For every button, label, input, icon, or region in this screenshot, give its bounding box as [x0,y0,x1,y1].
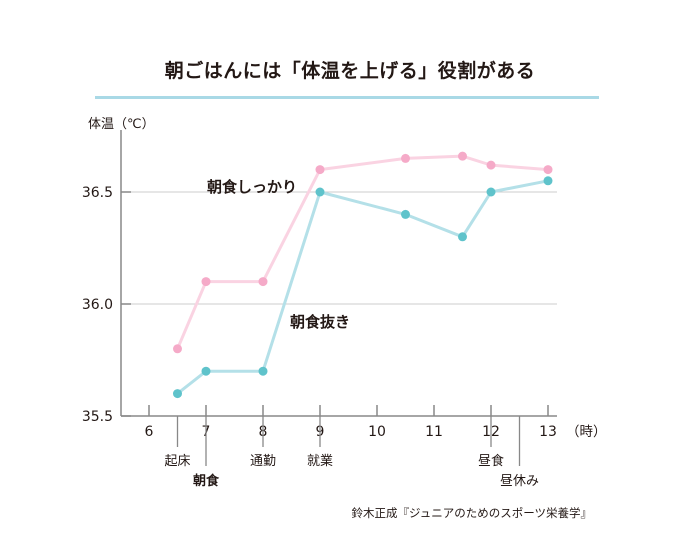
event-label: 昼休み [500,474,539,489]
data-point [543,176,553,186]
data-series [173,151,553,399]
event-label: 通勤 [250,454,276,469]
y-gridlines [121,191,557,305]
data-point [401,209,410,219]
data-point [258,366,268,376]
event-label: 就業 [307,453,333,469]
event-label: 起床 [164,454,190,469]
data-point [458,151,467,161]
x-tick-label: 6 [145,424,154,440]
y-tick-label: 36.5 [82,185,113,201]
data-point [258,277,268,287]
x-axis-unit: （時） [566,424,607,440]
line-chart: 体温（℃） 35.536.036.5 678910111213 （時） 起床朝食… [82,117,607,489]
axes [120,130,557,417]
data-point [315,187,325,197]
y-tick-label: 35.5 [82,409,113,425]
data-point [458,232,467,242]
data-point [486,160,496,170]
data-point [401,153,410,163]
title-underline [95,96,599,99]
data-point [543,165,553,175]
data-point [315,165,325,175]
data-point [486,187,496,197]
event-label: 朝食 [193,473,220,489]
y-axis-label: 体温（℃） [88,117,155,132]
chart-title: 朝ごはんには「体温を上げる」役割がある [164,60,536,82]
x-tick-label: 13 [539,424,557,440]
x-tick-label: 11 [425,424,443,440]
data-point [201,277,211,287]
data-point [201,366,211,376]
y-ticks: 35.5 36.0 36.5 [82,185,131,425]
series-label-breakfast: 朝食しっかり [207,178,297,196]
data-point [173,389,182,399]
x-tick-label: 10 [368,424,386,440]
data-point [173,344,182,354]
series-label-no-breakfast: 朝食抜き [290,313,350,331]
series-line [176,179,549,395]
series-line [176,154,549,350]
y-tick-label: 36.0 [82,297,113,313]
event-label: 昼食 [478,453,504,469]
source-citation: 鈴木正成『ジュニアのためのスポーツ栄養学』 [351,506,592,520]
